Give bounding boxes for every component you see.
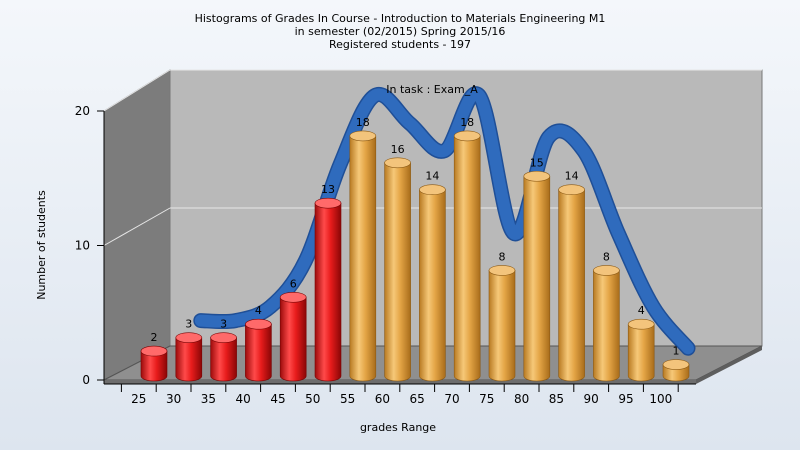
x-tick-label: 40 bbox=[236, 392, 251, 406]
bar-body bbox=[627, 323, 655, 382]
bar-body bbox=[558, 189, 585, 382]
curve-line bbox=[194, 87, 694, 355]
bar-value-label: 14 bbox=[565, 170, 579, 183]
bar-value-label: 6 bbox=[290, 277, 297, 290]
bar-value-label: 4 bbox=[638, 304, 645, 317]
bar bbox=[349, 130, 377, 382]
bar-body bbox=[523, 175, 551, 382]
grid-line-side bbox=[103, 207, 171, 246]
bar bbox=[245, 318, 272, 382]
bar-cap bbox=[279, 291, 307, 303]
x-tick-label: 25 bbox=[131, 392, 146, 406]
x-axis-title: grades Range bbox=[360, 421, 436, 434]
x-tick-label: 60 bbox=[375, 392, 390, 406]
bar bbox=[314, 197, 342, 382]
bar-cap bbox=[593, 265, 620, 276]
x-tick-label: 45 bbox=[270, 392, 285, 406]
floor-right-edge bbox=[696, 346, 762, 384]
bar-value-label: 18 bbox=[460, 116, 474, 129]
bar bbox=[210, 332, 237, 382]
x-tick-label: 50 bbox=[305, 392, 320, 406]
bar-value-label: 8 bbox=[499, 250, 506, 263]
x-tick-label: 85 bbox=[549, 392, 564, 406]
bar-value-label: 4 bbox=[255, 304, 262, 317]
chart-title: Histograms of Grades In Course - Introdu… bbox=[195, 12, 606, 25]
bar-value-label: 18 bbox=[356, 116, 370, 129]
floor-front-edge bbox=[104, 380, 696, 384]
bar bbox=[662, 359, 690, 382]
side-wall bbox=[103, 69, 171, 381]
bar bbox=[140, 345, 168, 382]
bar-cap bbox=[210, 332, 237, 343]
bar bbox=[419, 184, 446, 382]
x-tick-label: 90 bbox=[584, 392, 599, 406]
bar-cap bbox=[662, 359, 690, 370]
bar-cap bbox=[419, 184, 446, 195]
bar-body bbox=[245, 323, 272, 382]
distribution-curve bbox=[193, 86, 696, 356]
bar-value-label: 8 bbox=[603, 250, 610, 263]
x-tick-label: 55 bbox=[340, 392, 355, 406]
bar-cap bbox=[175, 332, 203, 343]
bar-value-label: 2 bbox=[151, 331, 158, 344]
bar bbox=[175, 332, 203, 382]
bar-body bbox=[175, 337, 203, 382]
bar bbox=[523, 170, 551, 382]
y-tick-label: 10 bbox=[75, 239, 90, 253]
bar-cap bbox=[453, 130, 481, 142]
bar-value-label: 15 bbox=[530, 156, 544, 169]
bar-body bbox=[279, 297, 307, 382]
bar-body bbox=[419, 189, 446, 382]
bar-cap bbox=[384, 157, 411, 169]
x-tick-label: 100 bbox=[649, 392, 672, 406]
x-tick-label: 80 bbox=[514, 392, 529, 406]
bar-value-label: 13 bbox=[321, 183, 335, 196]
bar-cap bbox=[140, 345, 168, 357]
bar-body bbox=[314, 202, 342, 382]
y-tick-label: 20 bbox=[75, 104, 90, 118]
bar-cap bbox=[488, 265, 516, 276]
bar bbox=[558, 184, 585, 382]
bar-value-label: 14 bbox=[425, 170, 439, 183]
x-tick-label: 70 bbox=[444, 392, 459, 406]
bar-cap bbox=[349, 130, 377, 142]
bar-value-label: 3 bbox=[185, 318, 192, 331]
bar-body bbox=[384, 162, 411, 382]
bar-body bbox=[210, 337, 237, 382]
bar-cap bbox=[314, 197, 342, 209]
bar bbox=[488, 265, 516, 382]
bar-cap bbox=[523, 170, 551, 182]
bar-body bbox=[140, 350, 168, 382]
bar-body bbox=[488, 270, 516, 382]
bar-body bbox=[593, 270, 620, 382]
bar-value-label: 1 bbox=[673, 345, 680, 358]
x-tick-label: 75 bbox=[479, 392, 494, 406]
y-axis: 0 10 20 bbox=[75, 104, 105, 387]
bars: 2 3 3 4 6 13 18 16 14 18 8 15 14 8 4 1 bbox=[140, 116, 690, 382]
x-tick-label: 30 bbox=[166, 392, 181, 406]
x-tick-label: 65 bbox=[410, 392, 425, 406]
task-annotation: In task : Exam_A bbox=[386, 83, 478, 96]
bar bbox=[453, 130, 481, 382]
bar-cap bbox=[627, 318, 655, 330]
bar bbox=[593, 265, 620, 382]
y-axis-title: Number of students bbox=[35, 190, 48, 300]
bar bbox=[384, 157, 411, 382]
bar-value-label: 16 bbox=[391, 143, 405, 156]
grid-line-side bbox=[103, 69, 171, 112]
bar-value-label: 3 bbox=[220, 318, 227, 331]
y-tick-label: 0 bbox=[82, 373, 90, 387]
bar-body bbox=[349, 135, 377, 382]
bar-cap bbox=[245, 318, 272, 330]
bar bbox=[627, 318, 655, 382]
x-tick-label: 95 bbox=[618, 392, 633, 406]
bar bbox=[279, 291, 307, 382]
x-tick-label: 35 bbox=[201, 392, 216, 406]
chart-subtitle: in semester (02/2015) Spring 2015/16 bbox=[295, 25, 506, 38]
bar-cap bbox=[558, 184, 585, 195]
bar-body bbox=[453, 135, 481, 382]
chart-subtitle-students: Registered students - 197 bbox=[329, 38, 471, 51]
x-axis: 25 30 35 40 45 50 55 60 65 70 75 80 85 90 95 100 bbox=[104, 383, 696, 406]
